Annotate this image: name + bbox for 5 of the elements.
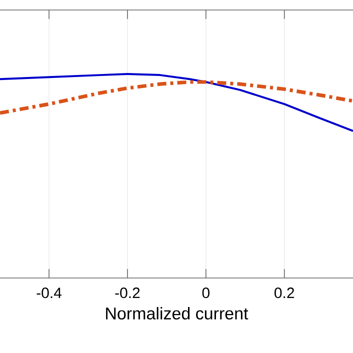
x-tick-label: -0.2	[115, 288, 140, 298]
x-tick-label: -0.4	[36, 288, 62, 298]
x-tick-label: 0	[202, 288, 210, 298]
x-tick-label: 0.2	[274, 288, 294, 298]
x-axis-title: Normalized current	[106, 307, 248, 320]
